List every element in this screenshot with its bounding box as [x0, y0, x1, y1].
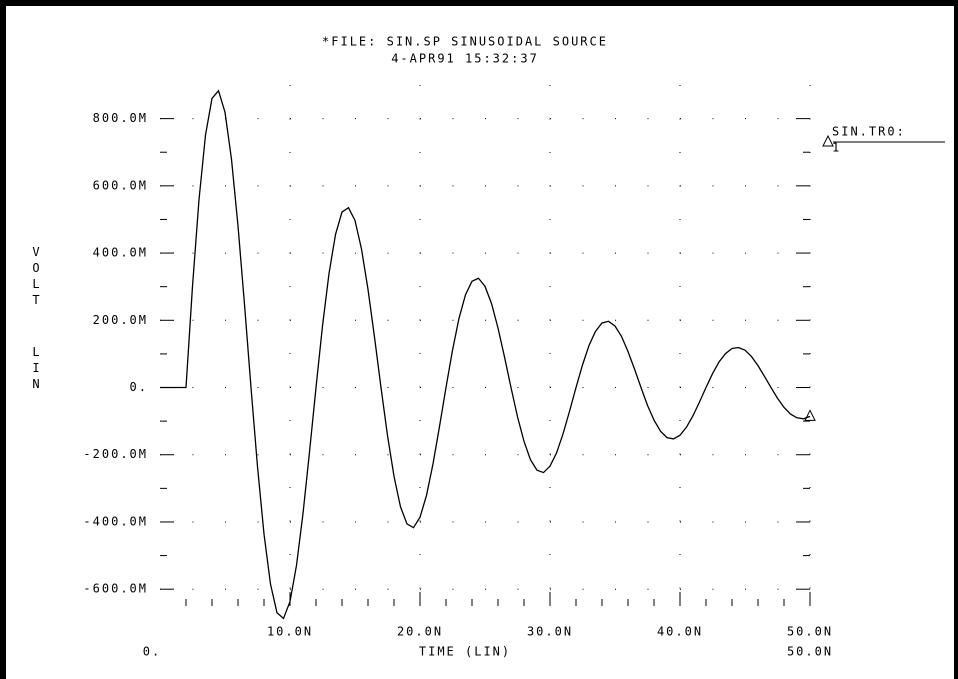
chart-title: *FILE: SIN.SP SINUSOIDAL SOURCE [322, 35, 608, 49]
x-tick-label: 20.0N [397, 625, 443, 639]
y-tick-label: 600.0M [93, 178, 148, 192]
y-tick-label: 800.0M [93, 111, 148, 125]
x-axis-label: TIME (LIN) [419, 645, 511, 659]
chart-subtitle: 4-APR91 15:32:37 [391, 52, 539, 66]
y-tick-label: -600.0M [83, 582, 148, 596]
x-tick-label: 10.0N [267, 625, 313, 639]
series-line [160, 89, 811, 620]
y-tick-label: -200.0M [83, 447, 148, 461]
series-marker [804, 409, 816, 421]
x-range-label: 50.0N [787, 645, 833, 659]
x-tick-label: 30.0N [527, 625, 573, 639]
legend-title: SIN.TR0: [832, 125, 906, 139]
y-tick-label: 0. [130, 380, 148, 394]
y-tick-label: -400.0M [83, 514, 148, 528]
y-tick-label: 200.0M [93, 313, 148, 327]
legend-marker [822, 134, 834, 147]
x-range-label: 0. [143, 645, 161, 659]
x-tick-label: 40.0N [657, 625, 703, 639]
x-tick-label: 50.0N [787, 625, 833, 639]
legend-label: 1 [832, 141, 841, 155]
y-tick-label: 400.0M [93, 246, 148, 260]
